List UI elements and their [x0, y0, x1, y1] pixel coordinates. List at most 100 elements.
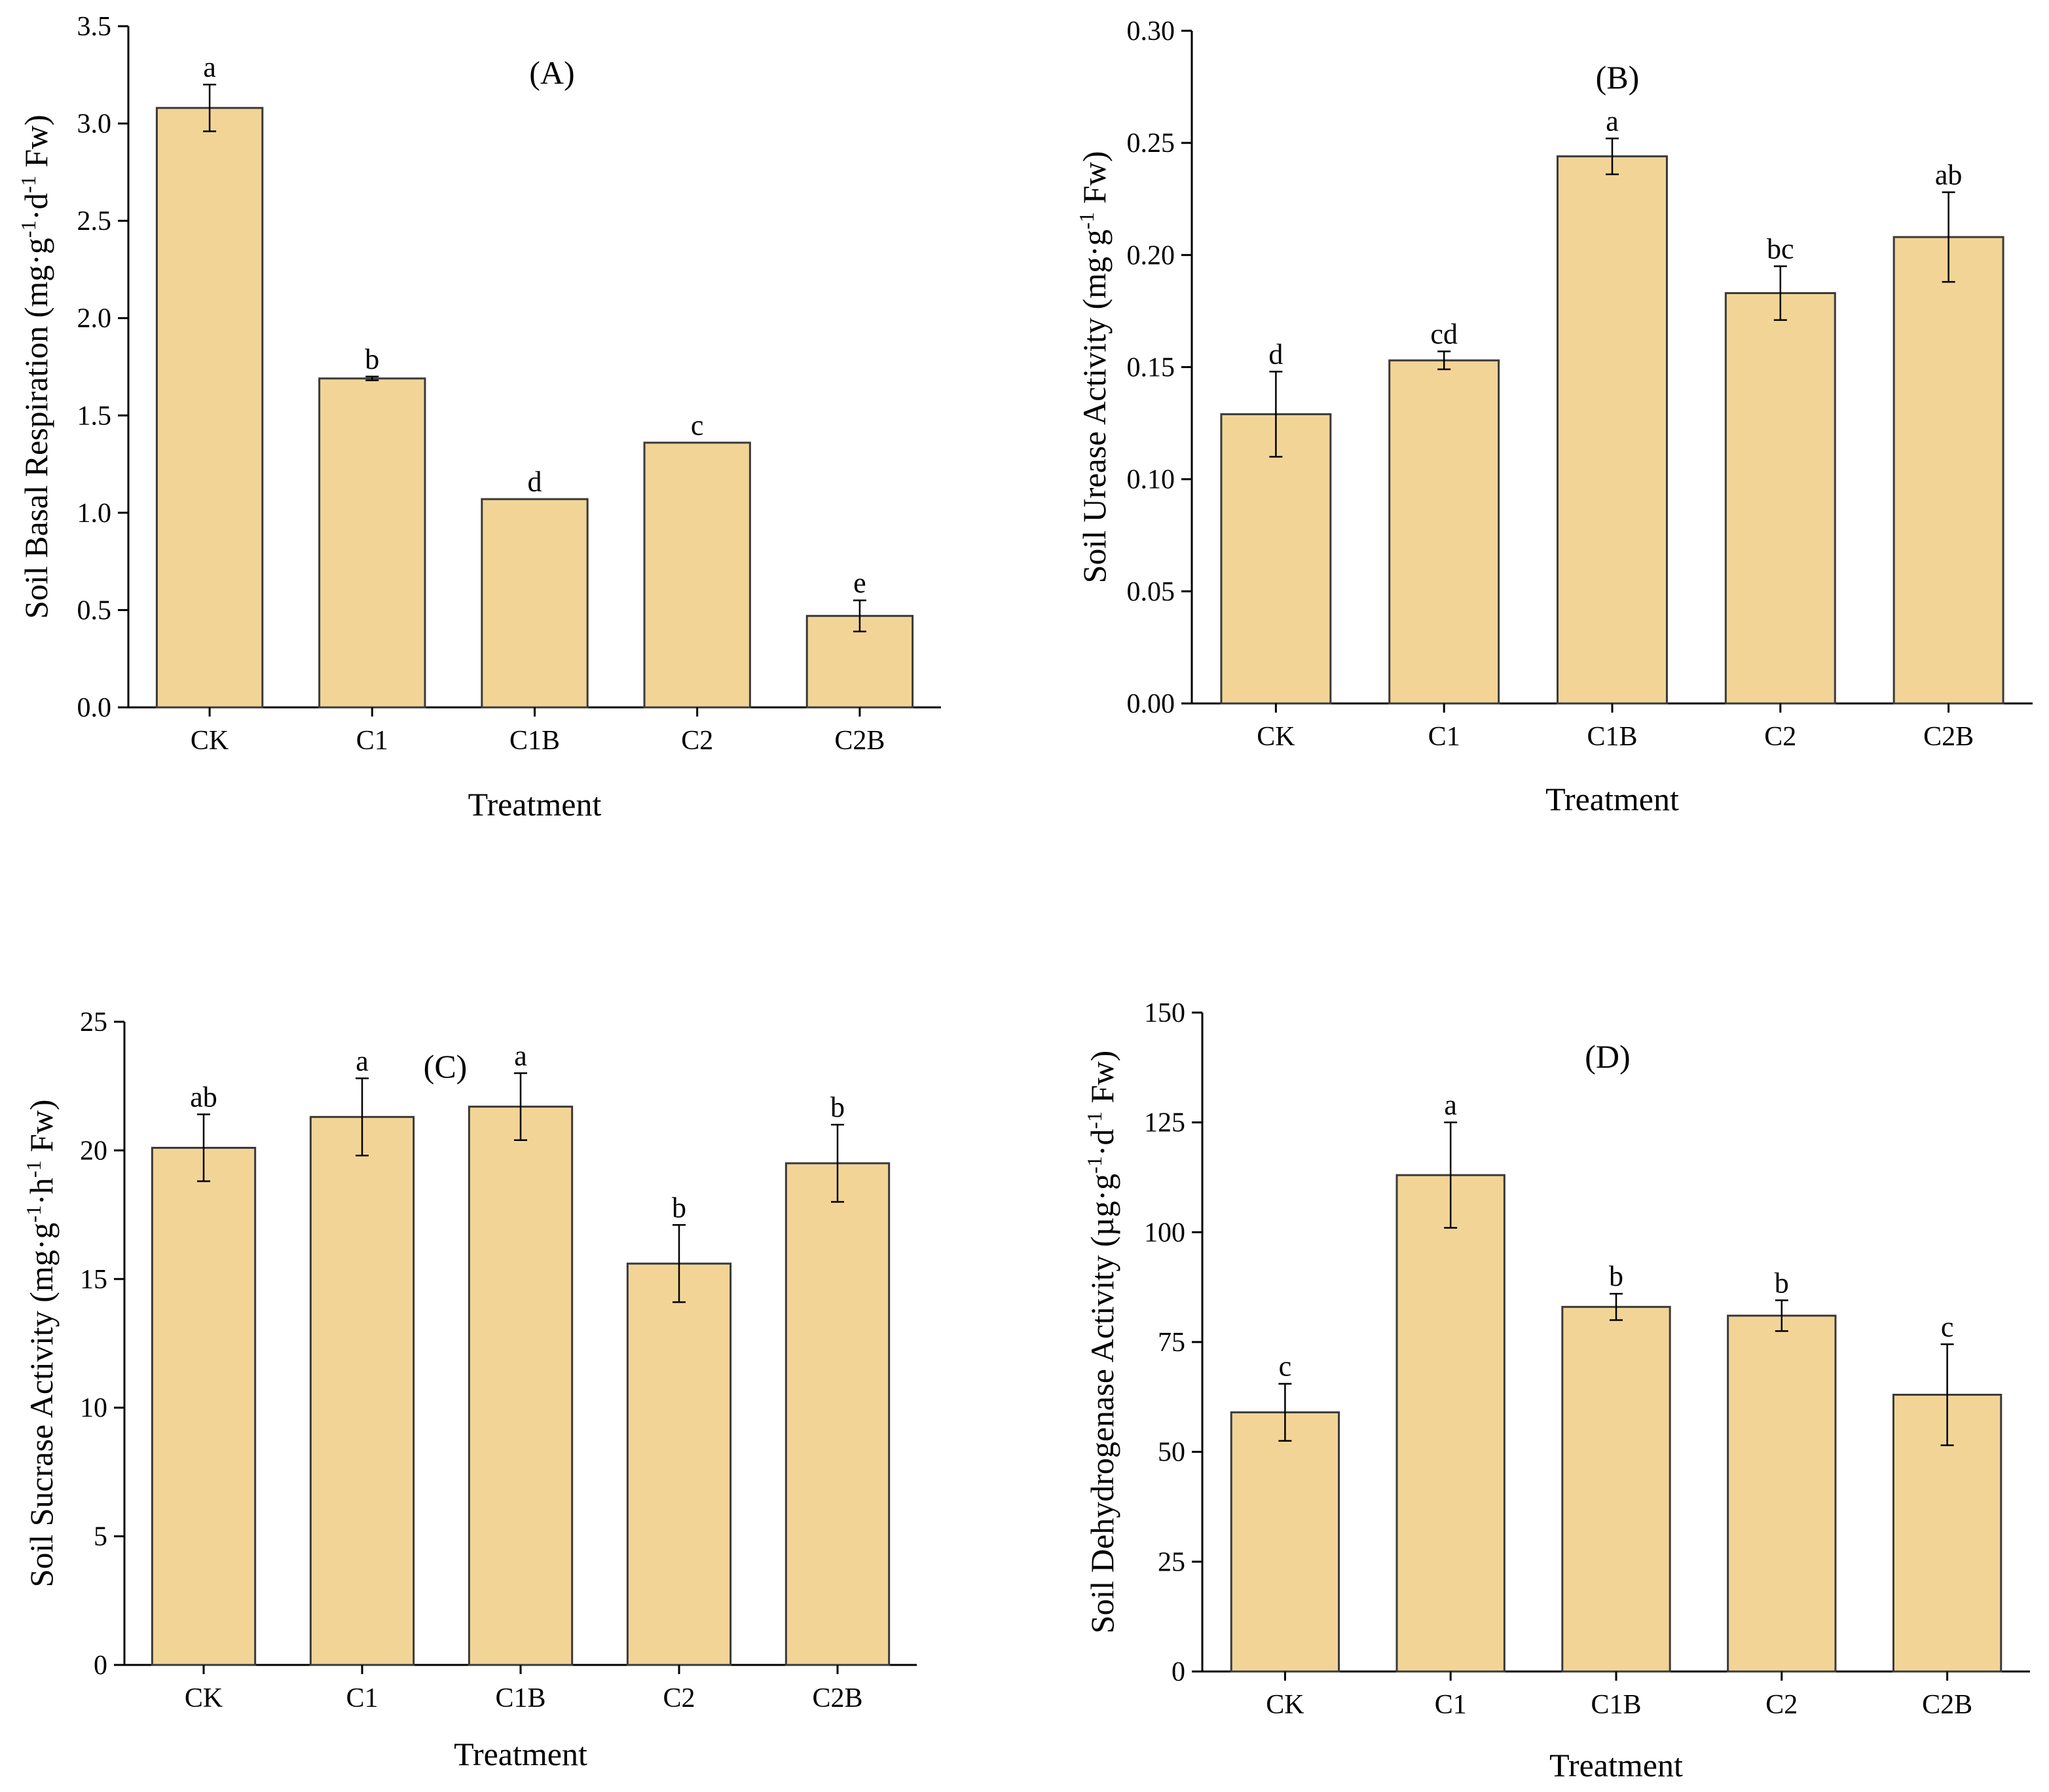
- significance-label: bc: [1767, 233, 1794, 265]
- panel-label: (D): [1585, 1038, 1630, 1075]
- y-tick-label: 150: [1144, 998, 1185, 1028]
- y-tick-label: 2.5: [77, 206, 112, 236]
- y-tick-label: 0.20: [1127, 240, 1175, 271]
- chart-panel-2: 0.00 0.05 0.10 0.15 0.20 0.25 0.30 d CK cd C1 a C1B b…: [1075, 16, 2033, 817]
- bar-c2: [643, 441, 751, 709]
- y-tick-label: 0.05: [1127, 577, 1175, 607]
- y-tick-label: 20: [80, 1136, 107, 1166]
- x-tick-label: C2: [663, 1683, 695, 1713]
- y-tick-label: 15: [80, 1265, 107, 1295]
- x-tick-label: C2B: [812, 1683, 862, 1713]
- panel-label: (A): [529, 54, 574, 91]
- y-tick-label: 0.0: [77, 693, 112, 723]
- significance-label: b: [1609, 1260, 1623, 1292]
- bar-c1: [1388, 359, 1500, 705]
- y-tick-label: 2.0: [77, 304, 112, 334]
- bar-c1: [309, 1115, 415, 1666]
- significance-label: b: [672, 1191, 686, 1223]
- y-axis-title: Soil Dehydrogenase Activity (µg·g-1·d-1 …: [1082, 1051, 1120, 1633]
- bar-c2: [1727, 1315, 1837, 1673]
- x-tick-label: C2: [1765, 1690, 1798, 1720]
- y-tick-label: 100: [1144, 1218, 1185, 1248]
- x-tick-label: C1: [356, 726, 388, 756]
- significance-label: ab: [190, 1081, 217, 1113]
- x-tick-label: CK: [191, 726, 229, 756]
- y-tick-label: 3.5: [77, 12, 112, 42]
- significance-label: a: [1606, 105, 1619, 137]
- x-axis-title: Treatment: [1545, 781, 1679, 817]
- significance-label: c: [1941, 1311, 1954, 1343]
- x-tick-label: C2B: [1922, 1690, 1972, 1720]
- significance-label: a: [1444, 1089, 1457, 1121]
- significance-label: b: [830, 1091, 845, 1123]
- x-tick-label: C1B: [509, 726, 560, 756]
- x-tick-label: C1: [1435, 1690, 1467, 1720]
- x-tick-label: C1B: [495, 1683, 545, 1713]
- y-tick-label: 5: [94, 1522, 107, 1552]
- bar-c1: [318, 377, 426, 709]
- y-tick-label: 0: [94, 1651, 107, 1681]
- y-tick-label: 75: [1158, 1328, 1185, 1358]
- x-tick-label: CK: [1257, 722, 1295, 752]
- y-tick-label: 0.00: [1127, 689, 1175, 719]
- y-tick-label: 10: [80, 1393, 107, 1423]
- bar-c1b: [468, 1106, 574, 1666]
- x-tick-label: C2: [1764, 722, 1796, 752]
- significance-label: cd: [1430, 318, 1458, 350]
- significance-label: d: [1268, 338, 1283, 370]
- significance-label: a: [356, 1045, 369, 1077]
- y-tick-label: 0.25: [1127, 128, 1175, 159]
- significance-label: a: [514, 1040, 527, 1072]
- y-axis-title: Soil Sucrase Activity (mg·g-1·h-1 Fw): [22, 1100, 60, 1588]
- y-tick-label: 1.5: [77, 401, 112, 431]
- significance-label: a: [203, 51, 216, 83]
- bar-ck: [1220, 413, 1332, 705]
- y-tick-label: 25: [1158, 1547, 1185, 1577]
- bar-c2b: [1892, 236, 2004, 705]
- bar-c2b: [785, 1162, 891, 1666]
- x-tick-label: C2B: [1923, 722, 1974, 752]
- x-tick-label: CK: [1266, 1690, 1304, 1720]
- significance-label: ab: [1935, 159, 1963, 191]
- significance-label: b: [1775, 1267, 1789, 1299]
- significance-label: c: [1279, 1351, 1292, 1383]
- x-tick-label: C2: [681, 726, 713, 756]
- bar-ck: [151, 1146, 257, 1666]
- y-tick-label: 125: [1144, 1108, 1185, 1138]
- y-tick-label: 3.0: [77, 109, 112, 140]
- bar-ck: [1230, 1411, 1340, 1673]
- bar-c1b: [1557, 155, 1668, 705]
- chart-panel-3: 0 5 10 15 20 25 ab CK a C1 a C1B b C2 b C2B (C) Treatment…: [22, 1007, 917, 1772]
- significance-label: d: [528, 466, 542, 498]
- y-tick-label: 25: [80, 1007, 107, 1037]
- panel-label: (B): [1596, 59, 1640, 96]
- bar-ck: [155, 107, 264, 709]
- significance-label: e: [853, 567, 866, 599]
- chart-panel-4: 0 25 50 75 100 125 150 c CK a C1 b C1B b C2 c C2B (D) Trea…: [1082, 998, 2030, 1783]
- y-tick-label: 50: [1158, 1438, 1185, 1468]
- bar-c2: [626, 1262, 732, 1666]
- x-axis-title: Treatment: [454, 1736, 587, 1772]
- x-tick-label: C1B: [1591, 1690, 1641, 1720]
- panel-label: (C): [424, 1048, 468, 1085]
- y-tick-label: 0.5: [77, 595, 112, 625]
- y-tick-label: 0.10: [1127, 465, 1175, 495]
- y-axis-title: Soil Basal Respiration (mg·g-1·d-1 Fw): [16, 115, 54, 619]
- x-axis-title: Treatment: [1549, 1747, 1683, 1783]
- x-tick-label: CK: [185, 1683, 223, 1713]
- bar-c1: [1395, 1174, 1505, 1673]
- bar-c1b: [481, 498, 589, 709]
- y-tick-label: 1.0: [77, 498, 112, 529]
- x-tick-label: C2B: [834, 726, 885, 756]
- y-tick-label: 0.30: [1127, 16, 1175, 47]
- y-axis-title: Soil Urease Activity (mg·g-1 Fw): [1075, 151, 1113, 584]
- x-tick-label: C1: [346, 1683, 378, 1713]
- x-axis-title: Treatment: [468, 786, 602, 823]
- significance-label: c: [691, 409, 704, 441]
- y-tick-label: 0.15: [1127, 353, 1175, 383]
- y-tick-label: 0: [1172, 1657, 1185, 1687]
- chart-panel-1: 0.0 0.5 1.0 1.5 2.0 2.5 3.0 3.5 a CK b C1 d C1B c C2 e C2…: [16, 12, 941, 823]
- x-tick-label: C1B: [1587, 722, 1637, 752]
- x-tick-label: C1: [1428, 722, 1460, 752]
